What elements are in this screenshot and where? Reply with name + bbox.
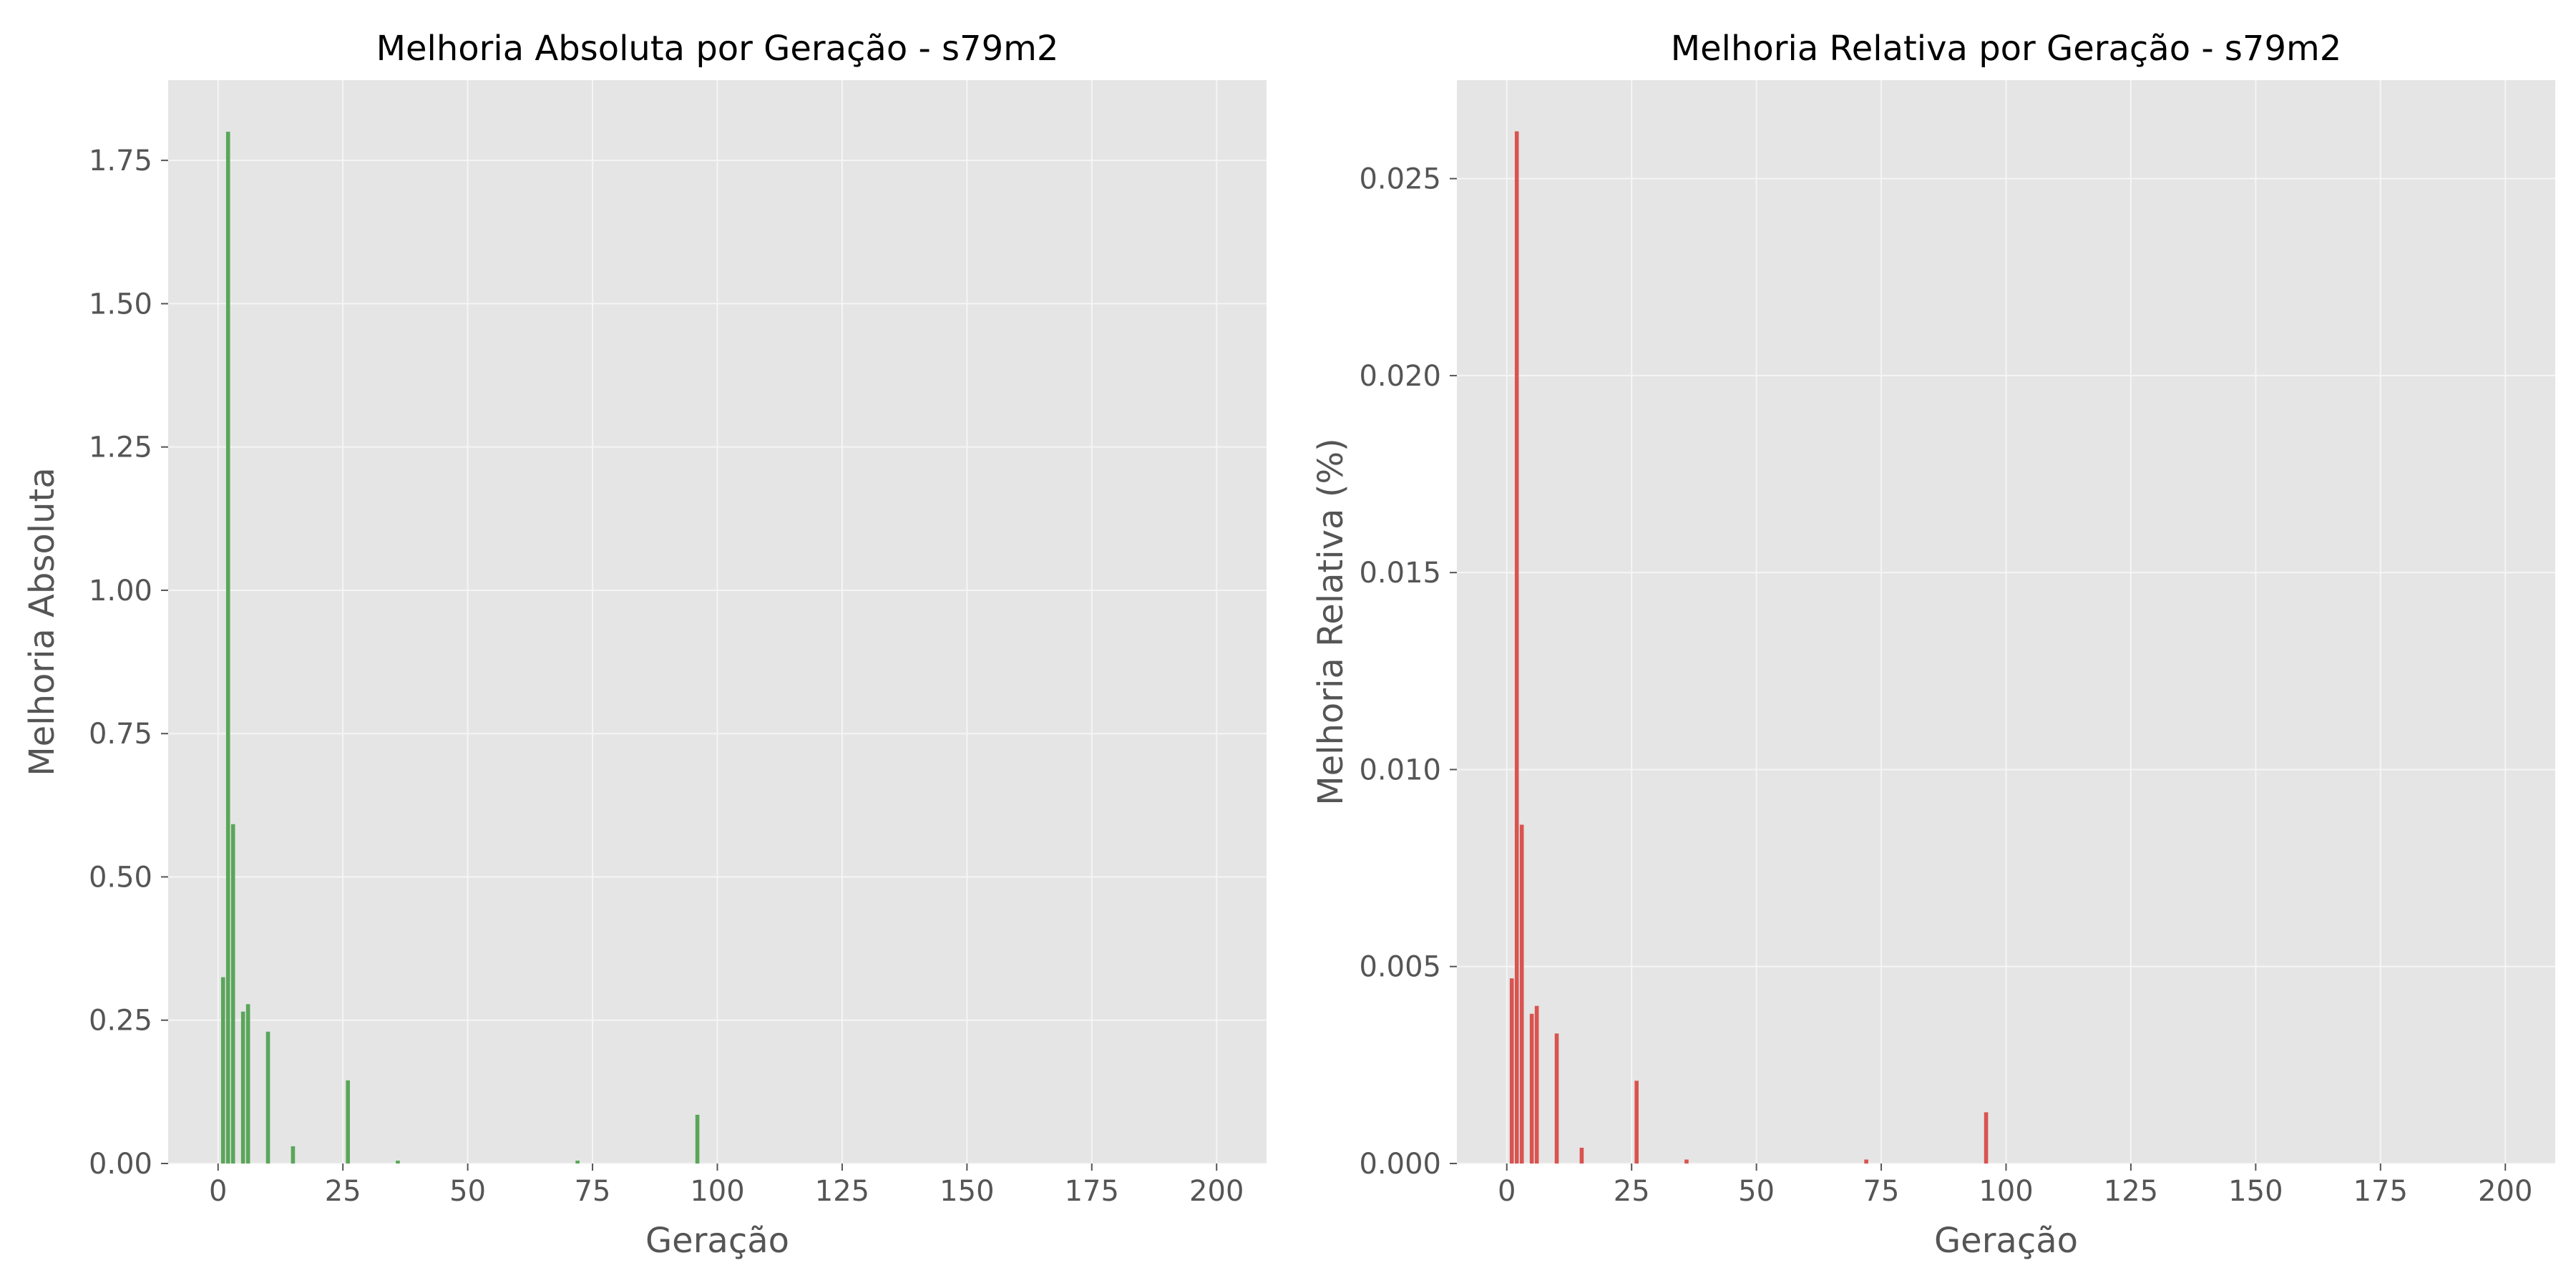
x-tick-label: 75 [1863,1175,1900,1208]
chart-title: Melhoria Absoluta por Geração - s79m2 [376,29,1059,69]
y-tick-label: 1.25 [89,431,152,464]
y-axis-label: Melhoria Absoluta [22,467,62,776]
x-tick-label: 175 [2353,1175,2408,1208]
y-axis-label: Melhoria Relativa (%) [1311,438,1351,806]
x-tick-label: 25 [1614,1175,1650,1208]
y-tick-label: 0.50 [89,861,152,894]
x-tick-label: 150 [940,1175,994,1208]
bar [695,1114,700,1163]
bar [230,824,235,1163]
chart-relative-improvement: 0 25 50 75 100 125 150 175 200 0.000 0.005 0.010 0.0… [1311,29,2555,1261]
chart-title: Melhoria Relativa por Geração - s79m2 [1671,29,2342,69]
bar [1634,1080,1639,1163]
bar [1509,978,1514,1163]
y-tick-label: 1.75 [89,145,152,177]
bar [1514,131,1519,1163]
x-tick-label: 25 [325,1175,361,1208]
x-tick-label: 0 [1498,1175,1516,1208]
chart-absolute-improvement: 0 25 50 75 100 125 150 175 200 0.00 0.25 0.50 0.75 1.… [22,29,1267,1261]
ticks: 0 25 50 75 100 125 150 175 200 0.000 0.005 0.010 0.0… [1359,163,2532,1208]
bars [220,132,700,1164]
bar [220,977,225,1163]
bar [396,1160,400,1163]
x-tick-label: 200 [1189,1175,1244,1208]
grid [168,80,1267,1164]
y-tick-label: 0.25 [89,1005,152,1038]
x-tick-label: 50 [1738,1175,1775,1208]
x-tick-label: 75 [575,1175,611,1208]
x-tick-label: 100 [690,1175,744,1208]
ticks: 0 25 50 75 100 125 150 175 200 0.00 0.25 0.50 0.75 1.… [89,145,1244,1208]
y-tick-label: 0.020 [1359,360,1441,393]
x-tick-label: 0 [209,1175,227,1208]
bar [225,132,230,1164]
bar [1519,824,1524,1163]
x-tick-label: 200 [2478,1175,2532,1208]
x-tick-label: 175 [1065,1175,1119,1208]
bar [240,1011,245,1163]
x-axis-label: Geração [1934,1221,2078,1261]
bar [245,1004,250,1163]
y-tick-label: 0.000 [1359,1148,1441,1181]
y-tick-label: 0.025 [1359,163,1441,196]
grid [1457,80,2555,1164]
y-tick-label: 1.00 [89,575,152,608]
bar [1864,1159,1868,1163]
bar [1684,1159,1689,1163]
x-tick-label: 50 [449,1175,486,1208]
bar [1534,1005,1539,1163]
x-tick-label: 150 [2228,1175,2283,1208]
y-tick-label: 0.015 [1359,557,1441,590]
x-tick-label: 100 [1979,1175,2033,1208]
x-axis-label: Geração [645,1221,789,1261]
bar [291,1146,296,1163]
y-tick-label: 1.50 [89,288,152,321]
bar [575,1160,580,1163]
y-tick-label: 0.010 [1359,753,1441,786]
bars [1509,131,1989,1163]
y-tick-label: 0.005 [1359,951,1441,984]
bar [1579,1147,1584,1163]
y-tick-label: 0.75 [89,718,152,751]
bar [1529,1013,1534,1163]
x-tick-label: 125 [2104,1175,2158,1208]
bar [1984,1112,1989,1163]
x-tick-label: 125 [815,1175,869,1208]
bar [265,1031,270,1163]
y-tick-label: 0.00 [89,1148,152,1181]
bar [1554,1033,1559,1163]
bar [346,1080,350,1163]
